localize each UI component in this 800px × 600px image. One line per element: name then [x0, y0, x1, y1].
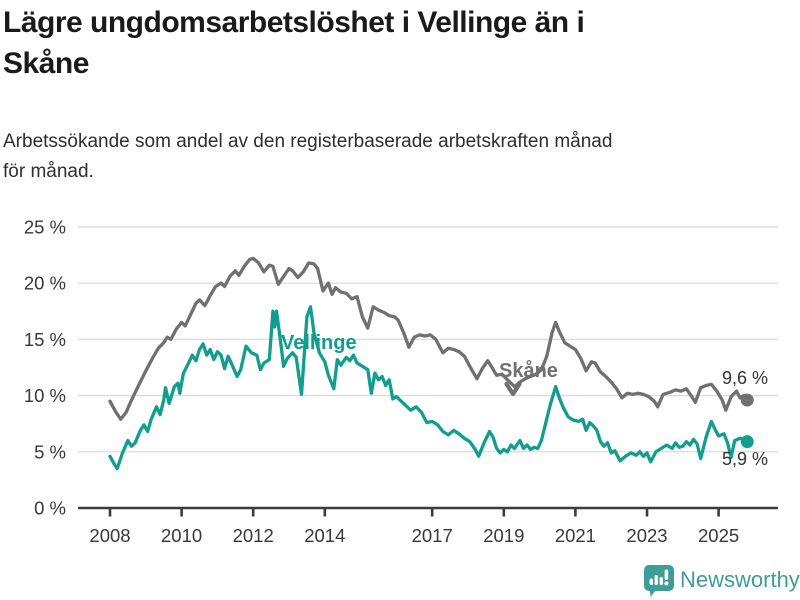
x-tick-label: 2017 — [412, 525, 453, 546]
arrow-down-icon — [504, 381, 522, 397]
chart-subtitle-line2: för månad. — [3, 161, 94, 182]
series-line-vellinge — [108, 305, 749, 471]
newsworthy-logo: Newsworthy — [644, 565, 800, 599]
x-tick-label: 2012 — [233, 525, 274, 546]
x-tick-label: 2023 — [626, 525, 667, 546]
end-value-label-vellinge: 5,9 % — [721, 449, 768, 469]
y-tick-label: 5 % — [34, 441, 66, 462]
y-tick-label: 25 % — [24, 216, 66, 237]
x-tick-label: 2021 — [555, 525, 596, 546]
page-title: Lägre ungdomsarbetslöshet i Vellinge än … — [3, 2, 783, 84]
x-tick-label: 2008 — [89, 525, 130, 546]
y-tick-label: 10 % — [24, 385, 66, 406]
series-line-skne — [108, 256, 749, 421]
page-title-line2: Skåne — [3, 47, 89, 80]
x-tick-label: 2025 — [698, 525, 739, 546]
y-tick-label: 0 % — [34, 498, 66, 519]
x-tick-label: 2014 — [304, 525, 345, 546]
series-end-dot-skne — [740, 393, 754, 407]
series-label-skane: Skåne — [499, 360, 558, 382]
chart-subtitle: Arbetssökande som andel av den registerb… — [3, 127, 773, 187]
bar-chart-speech-bubble-icon — [644, 565, 674, 597]
brand-name: Newsworthy — [680, 567, 800, 592]
end-value-label-skane: 9,6 % — [721, 368, 768, 388]
x-tick-label: 2019 — [483, 525, 524, 546]
y-tick-label: 15 % — [24, 329, 66, 350]
x-tick-label: 2010 — [161, 525, 202, 546]
series-end-dot-vellinge — [740, 435, 754, 449]
y-tick-label: 20 % — [24, 273, 66, 294]
chart-subtitle-line1: Arbetssökande som andel av den registerb… — [3, 131, 613, 152]
series-label-vellinge: Vellinge — [281, 332, 357, 354]
page-title-line1: Lägre ungdomsarbetslöshet i Vellinge än … — [3, 6, 585, 39]
